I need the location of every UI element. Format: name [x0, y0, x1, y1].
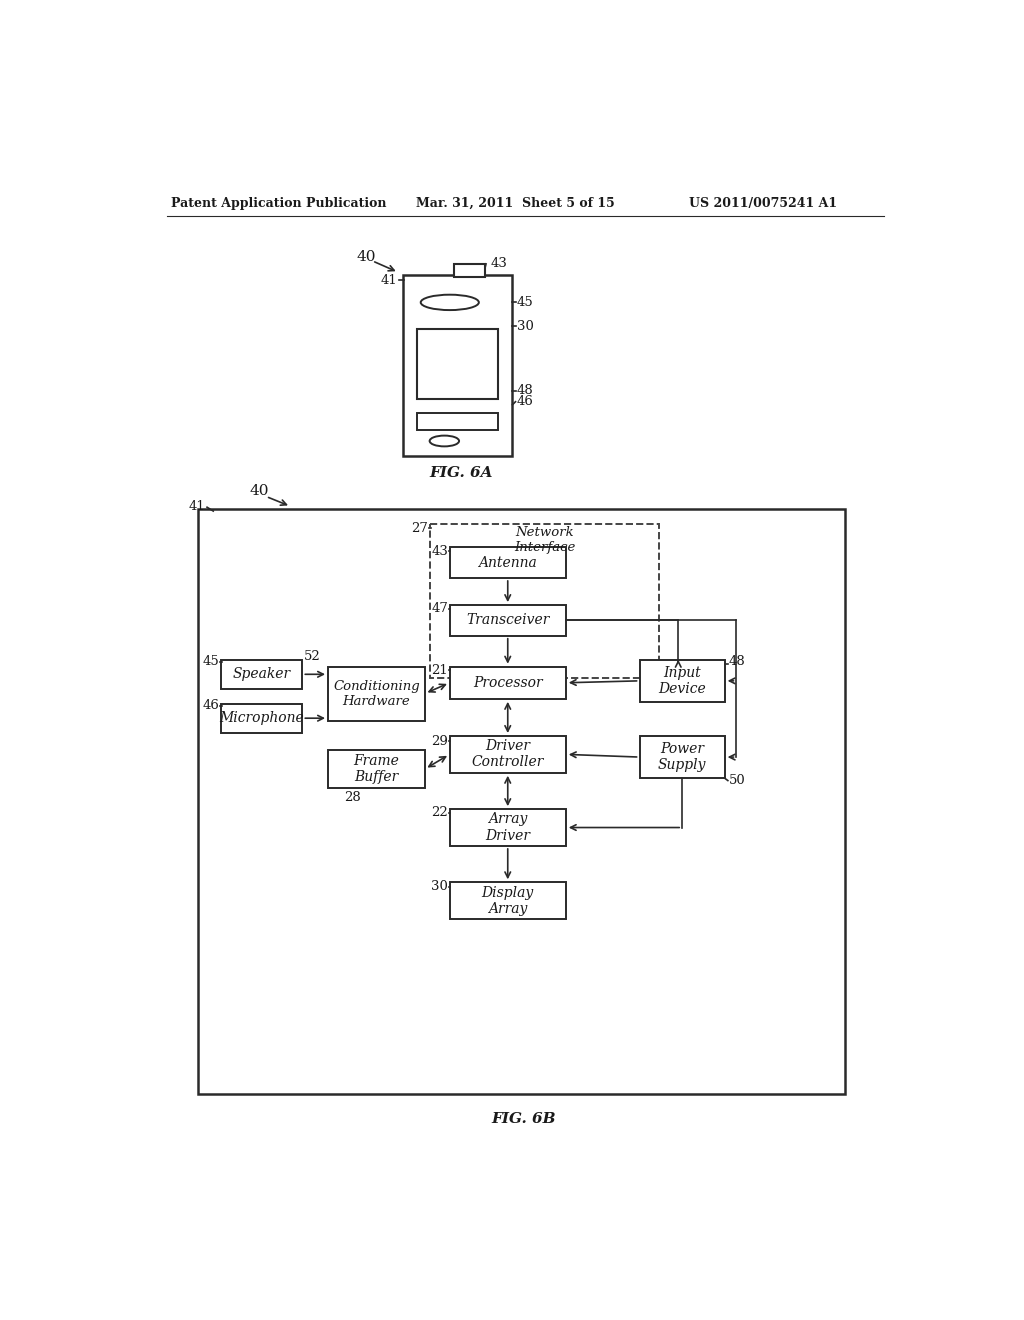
Bar — [450, 882, 566, 919]
Bar — [450, 809, 566, 846]
Text: 22: 22 — [431, 807, 449, 820]
Bar — [454, 264, 484, 277]
Bar — [221, 704, 302, 733]
Text: 28: 28 — [344, 791, 360, 804]
Text: 41: 41 — [188, 500, 206, 513]
Bar — [450, 548, 566, 578]
Text: 52: 52 — [303, 649, 321, 663]
Text: Transceiver: Transceiver — [466, 614, 550, 627]
Text: Frame
Buffer: Frame Buffer — [353, 754, 399, 784]
Text: 30: 30 — [517, 319, 534, 333]
Bar — [640, 737, 725, 779]
Text: Display
Array: Display Array — [481, 886, 534, 916]
Text: Conditioning
Hardware: Conditioning Hardware — [333, 680, 420, 708]
Text: 40: 40 — [357, 249, 377, 264]
Text: US 2011/0075241 A1: US 2011/0075241 A1 — [689, 197, 838, 210]
Text: 47: 47 — [431, 602, 449, 615]
Text: 29: 29 — [431, 735, 449, 748]
Text: Input
Device: Input Device — [658, 665, 706, 696]
Text: FIG. 6A: FIG. 6A — [429, 466, 493, 479]
Text: Microphone: Microphone — [219, 711, 304, 725]
Text: 41: 41 — [381, 273, 397, 286]
Bar — [430, 524, 658, 678]
Text: Mar. 31, 2011  Sheet 5 of 15: Mar. 31, 2011 Sheet 5 of 15 — [416, 197, 614, 210]
Ellipse shape — [430, 436, 459, 446]
Bar — [640, 660, 725, 702]
Text: Network
Interface: Network Interface — [514, 525, 575, 553]
Bar — [328, 750, 425, 788]
Bar — [417, 412, 498, 430]
Text: 30: 30 — [431, 880, 449, 894]
Text: 27: 27 — [411, 521, 428, 535]
Bar — [198, 508, 845, 1094]
Text: 43: 43 — [431, 545, 449, 557]
Text: 43: 43 — [490, 257, 508, 271]
Text: Patent Application Publication: Patent Application Publication — [171, 197, 387, 210]
Text: 21: 21 — [431, 664, 449, 677]
Text: Array
Driver: Array Driver — [485, 812, 530, 842]
Text: 46: 46 — [203, 700, 219, 713]
Text: 45: 45 — [203, 656, 219, 668]
Bar — [450, 737, 566, 774]
Bar — [221, 660, 302, 689]
Bar — [450, 605, 566, 636]
Bar — [403, 276, 512, 457]
Text: 45: 45 — [517, 296, 534, 309]
Text: FIG. 6B: FIG. 6B — [490, 1113, 555, 1126]
Text: Antenna: Antenna — [478, 556, 538, 570]
Text: Processor: Processor — [473, 676, 543, 690]
Bar — [450, 667, 566, 700]
Text: 50: 50 — [729, 774, 745, 787]
Bar — [328, 667, 425, 721]
Text: Power
Supply: Power Supply — [657, 742, 707, 772]
Text: 40: 40 — [250, 484, 269, 498]
Text: Speaker: Speaker — [232, 668, 291, 681]
Text: 48: 48 — [729, 656, 745, 668]
Ellipse shape — [421, 294, 479, 310]
Text: 48: 48 — [517, 384, 534, 397]
Bar — [417, 330, 498, 399]
Text: Driver
Controller: Driver Controller — [472, 739, 544, 770]
Text: 46: 46 — [517, 395, 534, 408]
